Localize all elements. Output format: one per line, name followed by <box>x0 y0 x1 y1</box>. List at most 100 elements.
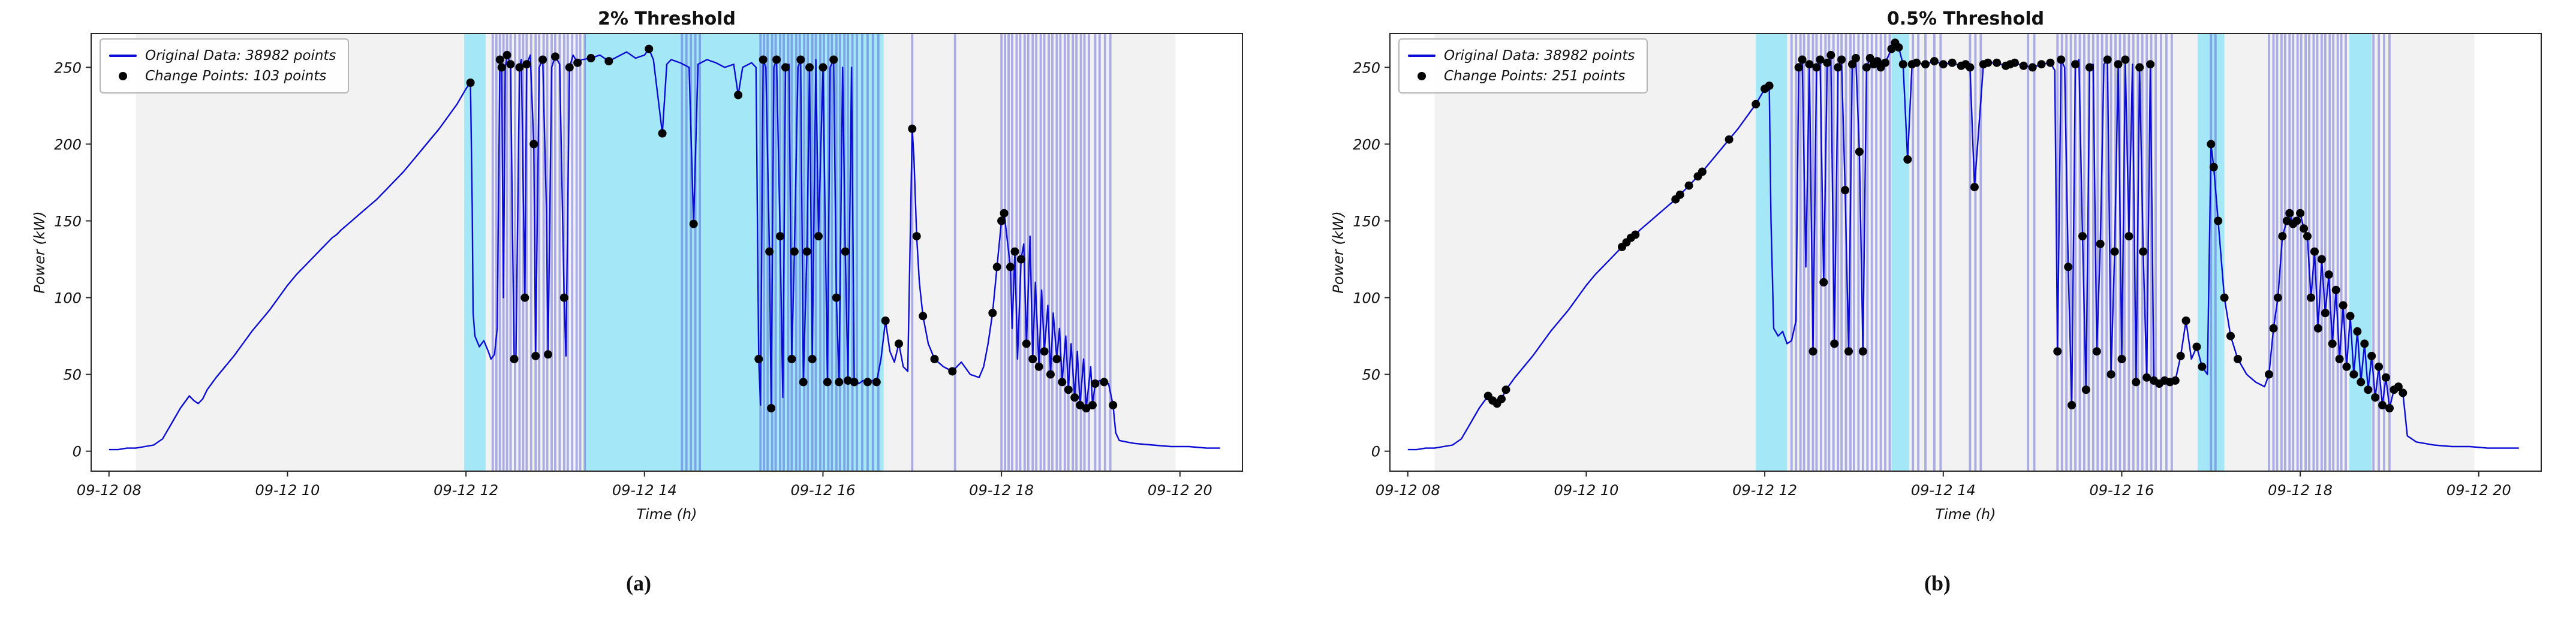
change-point-marker <box>1844 347 1853 356</box>
change-point-marker <box>544 350 552 359</box>
change-point-marker <box>2313 324 2322 333</box>
change-point-marker <box>689 219 698 228</box>
change-point-marker <box>2303 232 2312 241</box>
change-stripe <box>2336 34 2339 471</box>
change-stripe <box>2332 34 2335 471</box>
x-tick-label: 09-12 10 <box>1554 482 1618 499</box>
change-point-marker <box>2265 370 2273 379</box>
change-stripe <box>2300 34 2303 471</box>
change-stripe <box>1000 34 1003 471</box>
change-point-marker <box>2360 339 2369 348</box>
line-swatch-icon <box>109 55 137 57</box>
change-stripe <box>1004 34 1007 471</box>
change-point-marker <box>2176 351 2185 360</box>
change-stripe <box>542 34 545 471</box>
change-stripe <box>558 34 561 471</box>
x-tick-label: 09-12 12 <box>1732 482 1797 499</box>
change-point-marker <box>802 247 811 256</box>
change-point-marker <box>586 54 595 62</box>
y-tick-label: 200 <box>54 136 82 153</box>
y-tick-label: 250 <box>1353 59 1380 76</box>
legend-entry-change-points: Change Points: 103 points <box>109 66 336 86</box>
change-stripe <box>1815 34 1818 471</box>
change-stripe <box>2372 34 2375 471</box>
change-point-marker <box>841 247 850 256</box>
change-point-marker <box>1497 394 1506 403</box>
change-stripe <box>2056 34 2059 471</box>
change-stripe <box>2272 34 2275 471</box>
change-point-marker <box>2142 373 2151 382</box>
change-stripe <box>866 34 869 471</box>
change-point-marker <box>510 355 519 363</box>
change-stripe <box>2078 34 2081 471</box>
change-point-marker <box>2324 270 2333 279</box>
change-point-marker <box>881 316 890 325</box>
change-stripe <box>1802 34 1805 471</box>
change-stripe <box>509 34 512 471</box>
change-stripe <box>759 34 762 471</box>
change-point-marker <box>1016 255 1025 264</box>
y-tick-label: 150 <box>54 213 82 230</box>
change-point-marker <box>2085 63 2094 72</box>
change-point-marker <box>832 293 841 302</box>
change-point-marker <box>1064 385 1073 394</box>
change-point-marker <box>805 63 814 72</box>
change-point-marker <box>2273 293 2282 302</box>
change-point-marker <box>1805 60 1814 69</box>
change-stripe <box>554 34 556 471</box>
change-stripe <box>763 34 766 471</box>
change-stripe <box>877 34 880 471</box>
change-point-marker <box>863 378 872 387</box>
change-point-marker <box>1052 355 1061 363</box>
change-stripe <box>2074 34 2077 471</box>
change-stripe <box>953 34 956 471</box>
change-point-marker <box>565 63 574 72</box>
change-stripe <box>522 34 525 471</box>
change-point-marker <box>765 247 774 256</box>
change-stripe <box>1824 34 1827 471</box>
change-point-marker <box>658 129 667 138</box>
change-stripe <box>2165 34 2168 471</box>
change-stripe <box>1799 34 1802 471</box>
change-point-marker <box>1984 58 1993 67</box>
change-point-marker <box>1851 54 1860 62</box>
change-point-marker <box>872 378 881 387</box>
change-stripe <box>1043 34 1046 471</box>
change-point-marker <box>2371 393 2380 402</box>
change-point-marker <box>559 293 568 302</box>
change-point-marker <box>829 55 838 64</box>
change-stripe <box>495 34 498 471</box>
dot-swatch-icon <box>1418 72 1426 80</box>
change-point-marker <box>1010 247 1019 256</box>
change-stripe <box>2027 34 2030 471</box>
change-stripe <box>1917 34 1920 471</box>
x-axis-label-a: Time (h) <box>636 506 697 523</box>
change-point-marker <box>759 55 768 64</box>
change-stripe <box>787 34 790 471</box>
change-point-marker <box>466 79 475 87</box>
change-point-marker <box>1903 155 1912 164</box>
change-stripe <box>699 34 702 471</box>
change-stripe <box>2210 34 2213 471</box>
x-tick-label: 09-12 14 <box>1911 482 1976 499</box>
change-stripe <box>534 34 537 471</box>
change-point-marker <box>2385 404 2394 412</box>
change-point-marker <box>2328 339 2337 348</box>
change-point-marker <box>2114 60 2123 69</box>
change-point-marker <box>1100 378 1109 387</box>
change-stripe <box>2096 34 2099 471</box>
change-point-marker <box>1873 57 1882 66</box>
change-stripe <box>685 34 688 471</box>
change-stripe <box>1837 34 1840 471</box>
line-swatch-icon <box>1408 55 1436 57</box>
x-tick-label: 09-12 16 <box>791 482 856 499</box>
y-tick-label: 0 <box>1371 444 1380 460</box>
change-stripe <box>1031 34 1034 471</box>
change-point-marker <box>1894 43 1903 52</box>
change-point-marker <box>2096 239 2105 248</box>
change-point-marker <box>1823 58 1832 67</box>
change-point-marker <box>1812 63 1821 72</box>
legend-label: Original Data: 38982 points <box>145 48 336 64</box>
change-stripe <box>1866 34 1869 471</box>
